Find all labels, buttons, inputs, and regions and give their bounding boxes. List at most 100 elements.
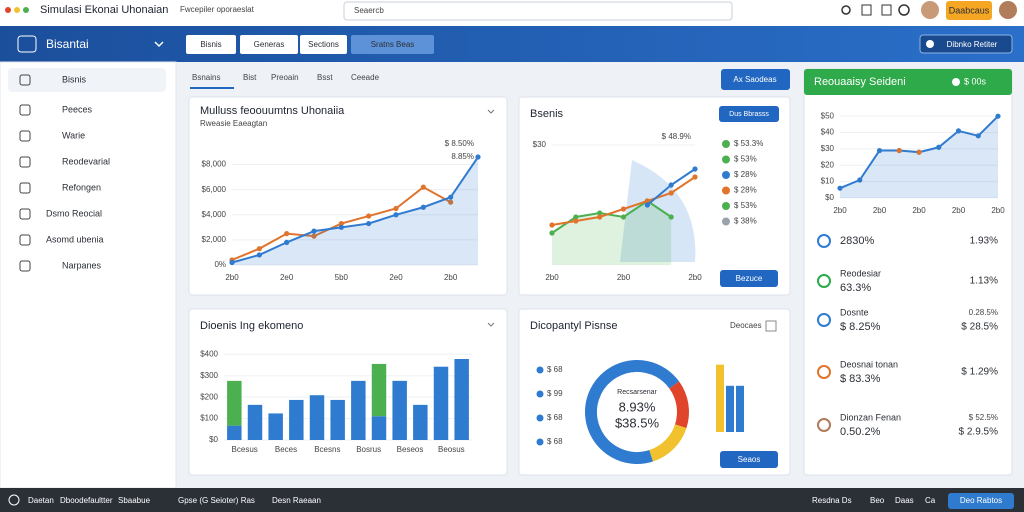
point — [420, 184, 426, 190]
y-tick-label: $200 — [200, 392, 218, 401]
x-tick-label: 5b0 — [335, 273, 349, 282]
footer-item: Daetan — [28, 496, 54, 505]
x-tick-label: 2b0 — [617, 273, 631, 282]
sidebar-item[interactable]: Reodevarial — [62, 156, 110, 166]
icon[interactable] — [881, 4, 892, 16]
line — [231, 156, 479, 264]
row-label: Dosnte — [840, 307, 869, 317]
sub-action[interactable] — [721, 69, 790, 90]
chevron[interactable] — [154, 41, 164, 48]
annotation: 8.85% — [451, 152, 474, 161]
y-tick-label: $0 — [209, 435, 218, 444]
point — [338, 220, 344, 227]
sidebar-item[interactable]: Peeces — [62, 104, 93, 114]
sidebar-item[interactable]: Bisnis — [62, 74, 87, 84]
point — [311, 233, 317, 239]
legend-label: $ 53% — [734, 155, 757, 164]
icon[interactable] — [898, 4, 910, 16]
panel-button[interactable] — [720, 270, 778, 287]
sidebar-item[interactable]: Refongen — [62, 182, 101, 192]
sidebar-item[interactable]: Narpanes — [62, 260, 102, 270]
sub-tab[interactable]: Preoain — [271, 73, 299, 82]
panel — [188, 96, 508, 296]
row-value: 2830% — [840, 235, 874, 247]
x-tick-label: 2b0 — [545, 273, 559, 282]
row-label: Deosnai tonan — [840, 359, 898, 369]
point — [916, 149, 922, 155]
icon[interactable] — [765, 320, 777, 332]
point — [995, 113, 1001, 119]
search-box[interactable] — [343, 1, 733, 21]
mini-bar — [736, 385, 744, 432]
sidebar-item[interactable]: Asomd ubenia — [46, 234, 104, 244]
footer-item: Resdna Ds — [812, 496, 852, 505]
header-tab[interactable] — [186, 35, 236, 54]
header-tab[interactable] — [240, 35, 298, 54]
row-note: $ 52.5% — [969, 413, 998, 422]
y-tick-label: $0 — [825, 193, 834, 202]
sidebar-icon — [19, 74, 31, 86]
y-tick-label: $40 — [821, 128, 835, 137]
sidebar-item[interactable]: Warie — [62, 130, 85, 140]
x-tick-label: 2e0 — [389, 273, 403, 282]
footer-button[interactable] — [948, 493, 1014, 509]
search-icon[interactable] — [841, 5, 851, 15]
sub-tab[interactable]: Bsnains — [192, 73, 220, 82]
mini-bar — [716, 364, 724, 432]
app-subtitle: Fwcepiler oporaeslat — [180, 5, 255, 14]
y-tick-label: $20 — [821, 160, 835, 169]
point — [229, 259, 235, 266]
legend-label: $ 53.3% — [734, 139, 763, 148]
donut-segment — [669, 381, 689, 429]
row-change: $ 1.29% — [961, 367, 998, 378]
header-action[interactable] — [919, 34, 1013, 54]
y-tick-label: $6,000 — [202, 185, 227, 194]
point — [955, 128, 962, 134]
sidebar-icon — [19, 208, 31, 220]
point — [692, 174, 698, 180]
row-change: 1.13% — [970, 276, 998, 287]
point — [549, 230, 555, 236]
sidebar-item[interactable]: Dsmo Reocial — [46, 208, 102, 218]
bar — [227, 425, 242, 440]
top-button[interactable] — [946, 1, 992, 20]
chevron[interactable] — [487, 109, 495, 114]
bar — [289, 399, 304, 440]
header-tab-label: Sections — [308, 40, 339, 49]
legend-swatch — [536, 366, 544, 374]
point — [573, 214, 579, 220]
chevron[interactable] — [487, 322, 495, 327]
row-icon — [817, 418, 831, 432]
donut-segment — [649, 424, 687, 462]
x-tick-label: Beces — [275, 445, 297, 454]
app-title: Simulasi Ekonai Uhonaian — [40, 4, 168, 16]
y-tick-label: $4,000 — [202, 210, 227, 219]
x-tick-label: Beseos — [397, 445, 424, 454]
x-tick-label: 2b0 — [873, 206, 887, 215]
y-tick-label: $100 — [200, 414, 218, 423]
sub-tab[interactable]: Bist — [243, 73, 257, 82]
avatar[interactable] — [999, 1, 1017, 19]
point — [338, 224, 344, 230]
panel-title: Dicopantyl Pisnse — [530, 320, 617, 332]
sub-tab[interactable]: Bsst — [317, 73, 333, 82]
panel-button[interactable] — [720, 451, 778, 468]
panel-button[interactable] — [719, 106, 779, 122]
legend-label: $ 68 — [547, 437, 563, 446]
x-tick-label: 2e0 — [280, 273, 294, 282]
row-value: $ 8.25% — [840, 321, 881, 333]
right-badge: $ 00s — [964, 76, 987, 86]
shade — [620, 160, 696, 262]
avatar[interactable] — [921, 1, 939, 19]
row-value: 63.3% — [840, 282, 871, 294]
header-tab-label: Bisnis — [200, 40, 221, 49]
top-button-label: Daabcaus — [949, 5, 990, 15]
header-tab-label: Sratns Beas — [371, 40, 415, 49]
icon[interactable] — [861, 4, 872, 16]
x-tick-label: 2b0 — [912, 206, 926, 215]
header-tab[interactable] — [351, 35, 434, 54]
legend-swatch — [722, 171, 730, 179]
sub-tab[interactable]: Ceeade — [351, 73, 380, 82]
legend-label: $ 99 — [547, 389, 563, 398]
header-tab[interactable] — [300, 35, 347, 54]
